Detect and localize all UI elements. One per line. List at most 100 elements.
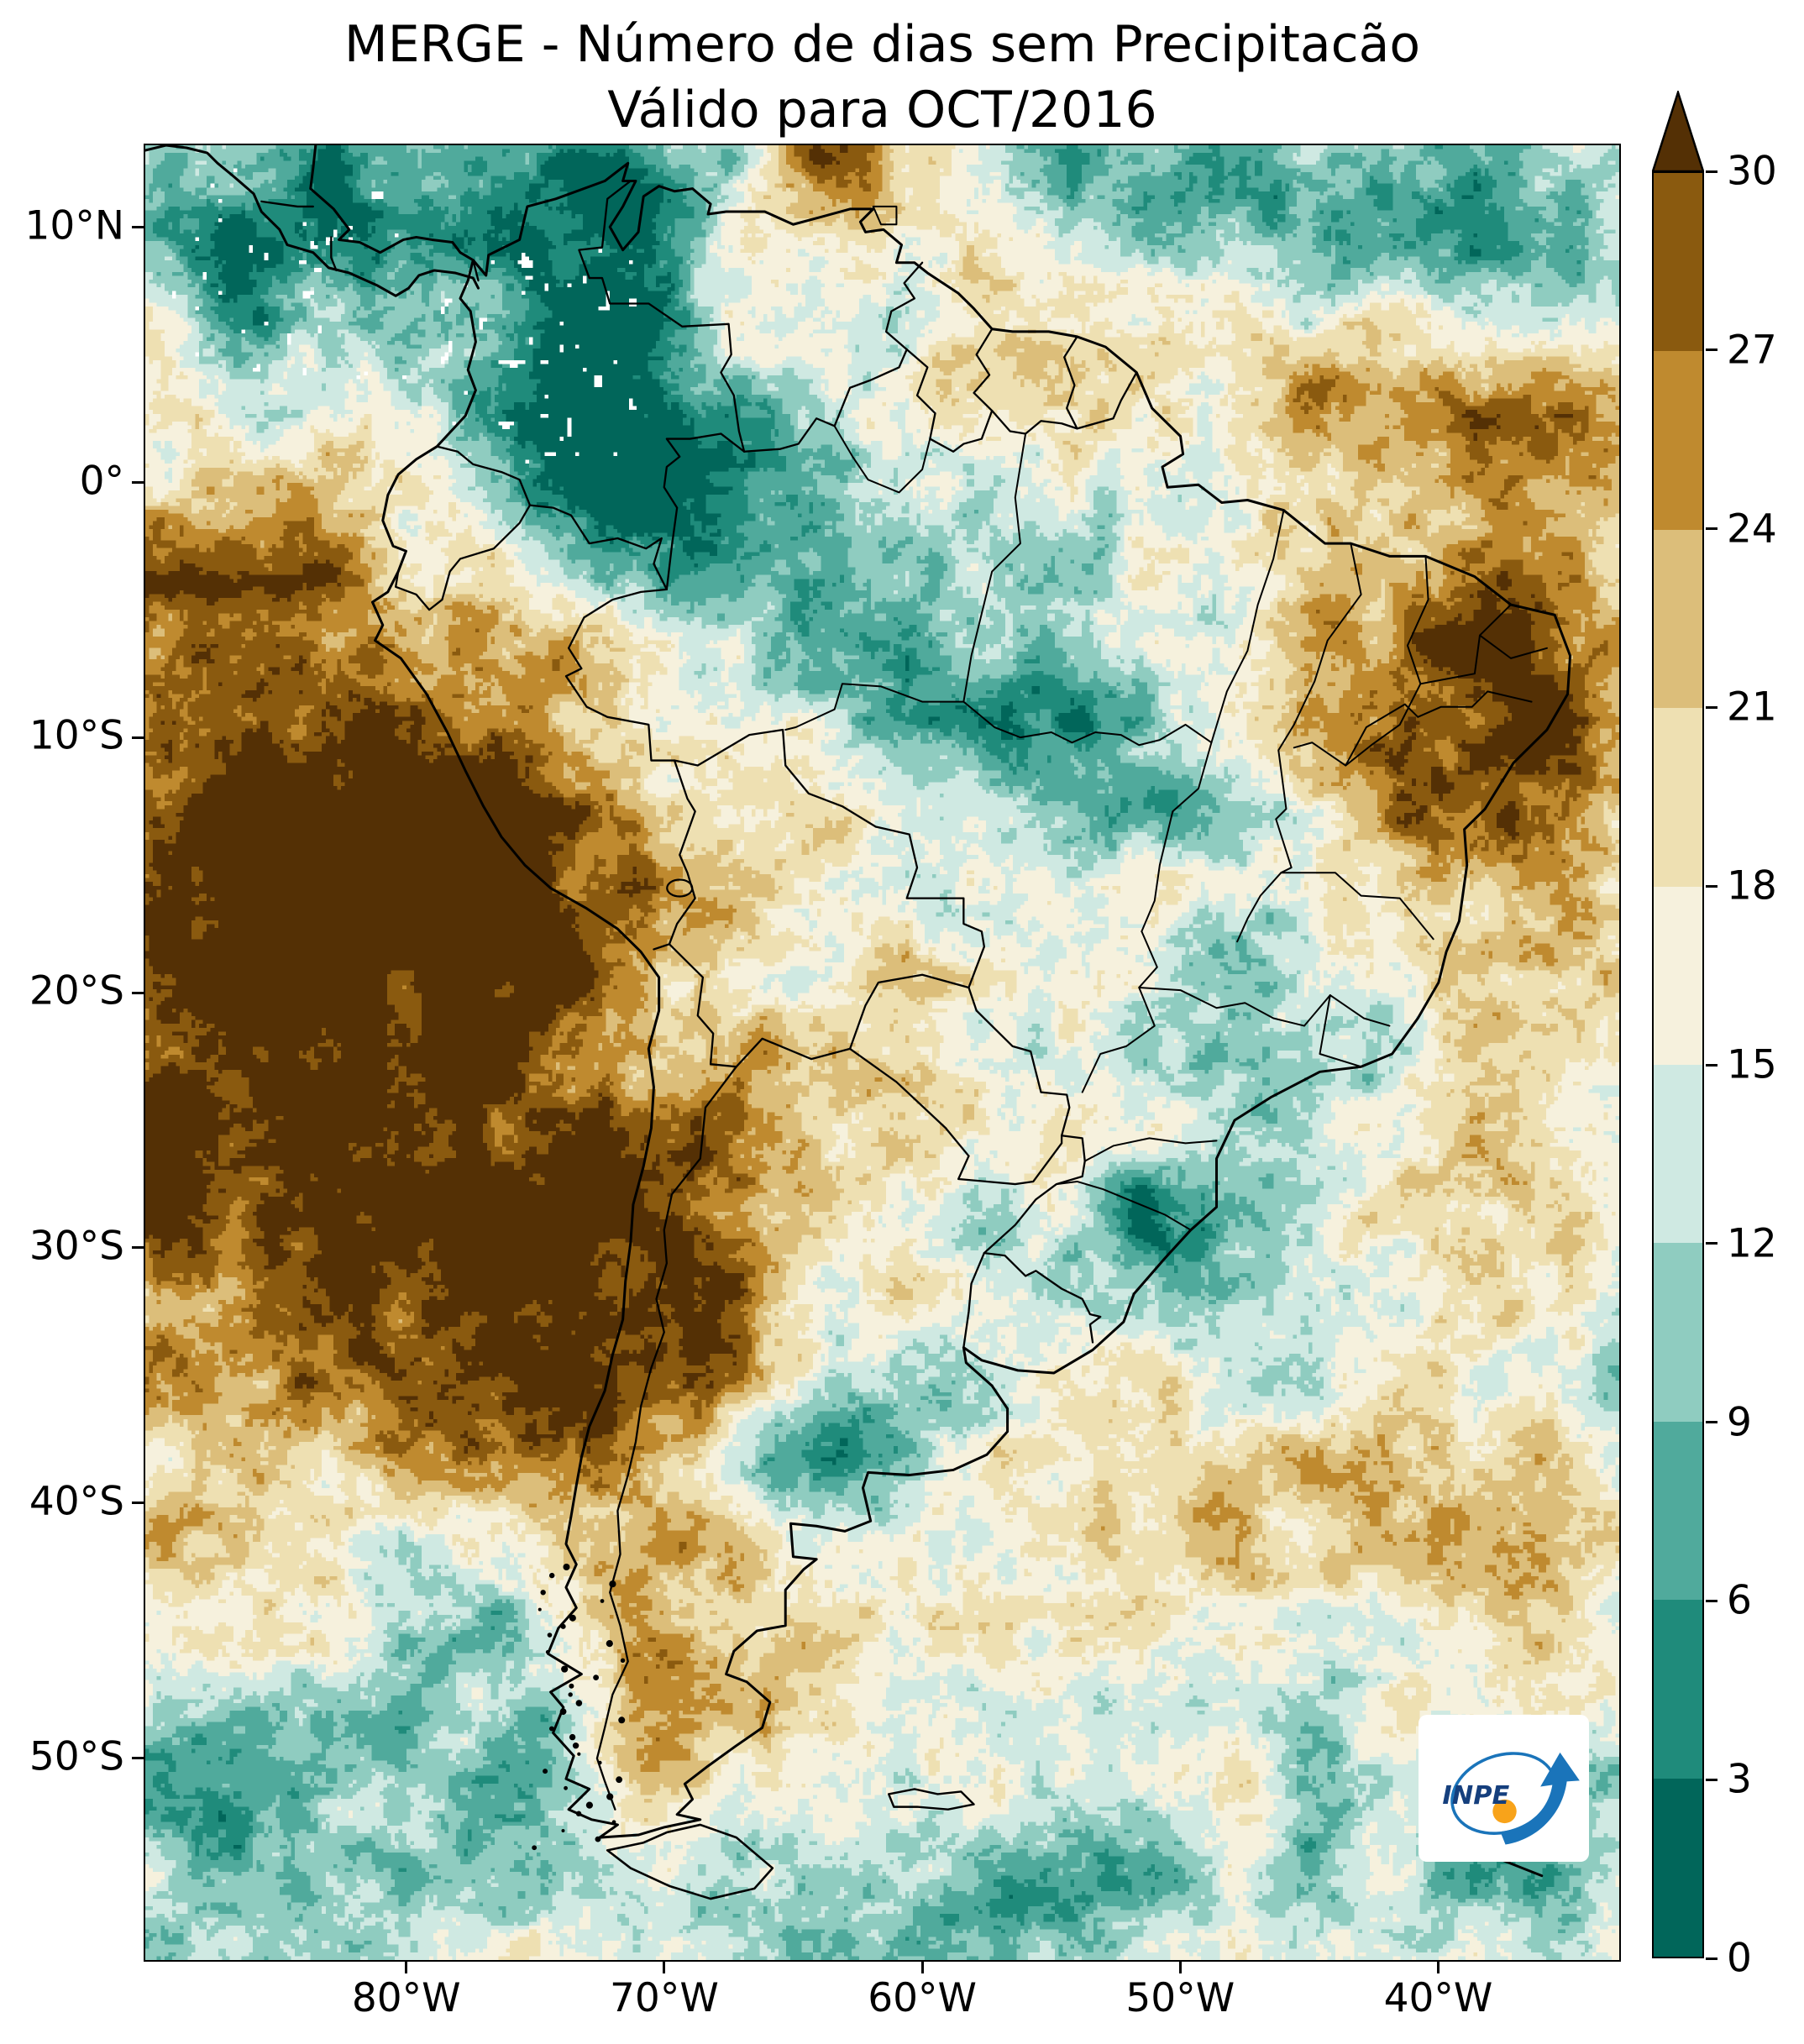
fjord-speckle (569, 1614, 576, 1622)
country-border (330, 236, 338, 272)
fjord-speckle (561, 1665, 569, 1673)
lon-tick-mark (1178, 1962, 1182, 1973)
lon-tick-label: 80°W (351, 1975, 461, 2021)
fjord-speckle (532, 1845, 538, 1851)
lake-titicaca (666, 878, 694, 898)
country-border (578, 180, 746, 453)
lat-tick-label: 40°S (29, 1477, 124, 1524)
fjord-speckle (618, 1716, 626, 1724)
lat-tick-label: 50°S (29, 1732, 124, 1779)
lon-tick-label: 50°W (1125, 1975, 1235, 2021)
state-border (1345, 690, 1533, 767)
colorbar-tick-label: 21 (1727, 684, 1777, 731)
lat-tick-mark (132, 1757, 144, 1759)
country-border (668, 943, 737, 1068)
fjord-speckle (561, 1829, 565, 1833)
fjord-speckle (606, 1793, 614, 1800)
fjord-speckle (575, 1700, 583, 1706)
lat-tick-mark (132, 1502, 144, 1505)
fjord-speckle (564, 1785, 568, 1790)
fjord-speckle (600, 1599, 605, 1603)
lon-tick-label: 70°W (610, 1975, 719, 2021)
state-border (962, 700, 1213, 747)
fjord-speckle (545, 1649, 550, 1654)
logo-orange-sphere (1492, 1799, 1517, 1824)
title-line1: MERGE - Número de dias sem Precipitacão (343, 15, 1421, 74)
island-falklands (888, 1788, 975, 1811)
lat-tick-mark (132, 736, 144, 739)
colorbar-band (1654, 708, 1702, 887)
colorbar-band (1654, 1778, 1702, 1958)
colorbar-band (1654, 529, 1702, 709)
fjord-speckle (547, 1633, 553, 1638)
colorbar-extend-arrow (1652, 91, 1704, 173)
inpe-logo: INPE (1419, 1715, 1589, 1862)
colorbar-tick-mark (1706, 1599, 1717, 1602)
country-border (653, 759, 696, 951)
colorbar-tick-label: 3 (1727, 1756, 1752, 1803)
colorbar-tick-label: 6 (1727, 1577, 1752, 1624)
country-border (260, 200, 314, 208)
colorbar-tick-mark (1706, 527, 1717, 531)
logo-arrow (1500, 1752, 1580, 1845)
lon-tick-mark (663, 1962, 666, 1973)
colorbar-tick-label: 15 (1727, 1041, 1777, 1088)
fjord-speckle (606, 1640, 613, 1648)
colorbar-band (1654, 1421, 1702, 1601)
colorbar-tick-mark (1706, 1421, 1717, 1424)
lat-tick-mark (132, 1246, 144, 1250)
colorbar-band (1654, 886, 1702, 1066)
fjord-speckle (572, 1742, 579, 1749)
figure-title: MERGE - Número de dias sem Precipitacão … (144, 12, 1621, 143)
country-border (983, 1135, 1086, 1255)
fjord-speckle (585, 1801, 594, 1809)
state-border (1419, 604, 1512, 685)
island-south-georgia (1502, 1858, 1544, 1878)
colorbar-tick-label: 12 (1727, 1220, 1777, 1267)
lon-tick-mark (920, 1962, 924, 1973)
country-border (595, 1066, 737, 1811)
fjord-speckle (616, 1776, 623, 1784)
colorbar-band (1654, 1243, 1702, 1422)
colorbar-tick-label: 27 (1727, 327, 1777, 374)
colorbar-tick-label: 9 (1727, 1399, 1752, 1446)
lat-tick-label: 10°N (24, 202, 124, 249)
precipitation-raster (145, 145, 1619, 1960)
country-border (1063, 335, 1078, 430)
fjord-speckle (620, 1658, 626, 1664)
fjord-speckle (595, 1836, 601, 1842)
country-border (472, 259, 480, 282)
fjord-speckle (540, 1590, 546, 1596)
state-border (962, 432, 1027, 703)
country-border (673, 728, 986, 1012)
lat-tick-mark (132, 991, 144, 994)
state-border (1081, 930, 1158, 1093)
state-border (833, 425, 931, 494)
colorbar-tick-label: 24 (1727, 506, 1777, 553)
fjord-speckle (543, 1769, 548, 1774)
lat-tick-label: 10°S (29, 712, 124, 759)
colorbar-band (1654, 1065, 1702, 1244)
country-border (528, 504, 669, 590)
country-border (848, 1047, 970, 1157)
colorbar-tick-mark (1706, 170, 1717, 173)
fjord-speckle (609, 1580, 616, 1588)
fjord-speckle (559, 1708, 567, 1716)
country-border (848, 973, 970, 1051)
country-border (564, 588, 676, 762)
fjord-speckle (569, 1683, 574, 1689)
fjord-speckle (598, 1760, 602, 1765)
country-border (905, 348, 1138, 453)
country-border (884, 261, 924, 351)
island-tierra-del-fuego (606, 1823, 774, 1900)
inpe-logo-graphic: INPE (1442, 1752, 1580, 1845)
colorbar-tick-label: 30 (1727, 148, 1777, 195)
fjord-speckle (568, 1692, 573, 1697)
fjord-speckle (569, 1733, 576, 1741)
fjord-speckle (563, 1563, 570, 1570)
fjord-speckle (548, 1572, 555, 1579)
country-border (742, 348, 908, 453)
fjord-speckle (593, 1675, 600, 1681)
lat-tick-label: 30°S (29, 1223, 124, 1270)
state-border (1083, 1137, 1218, 1162)
